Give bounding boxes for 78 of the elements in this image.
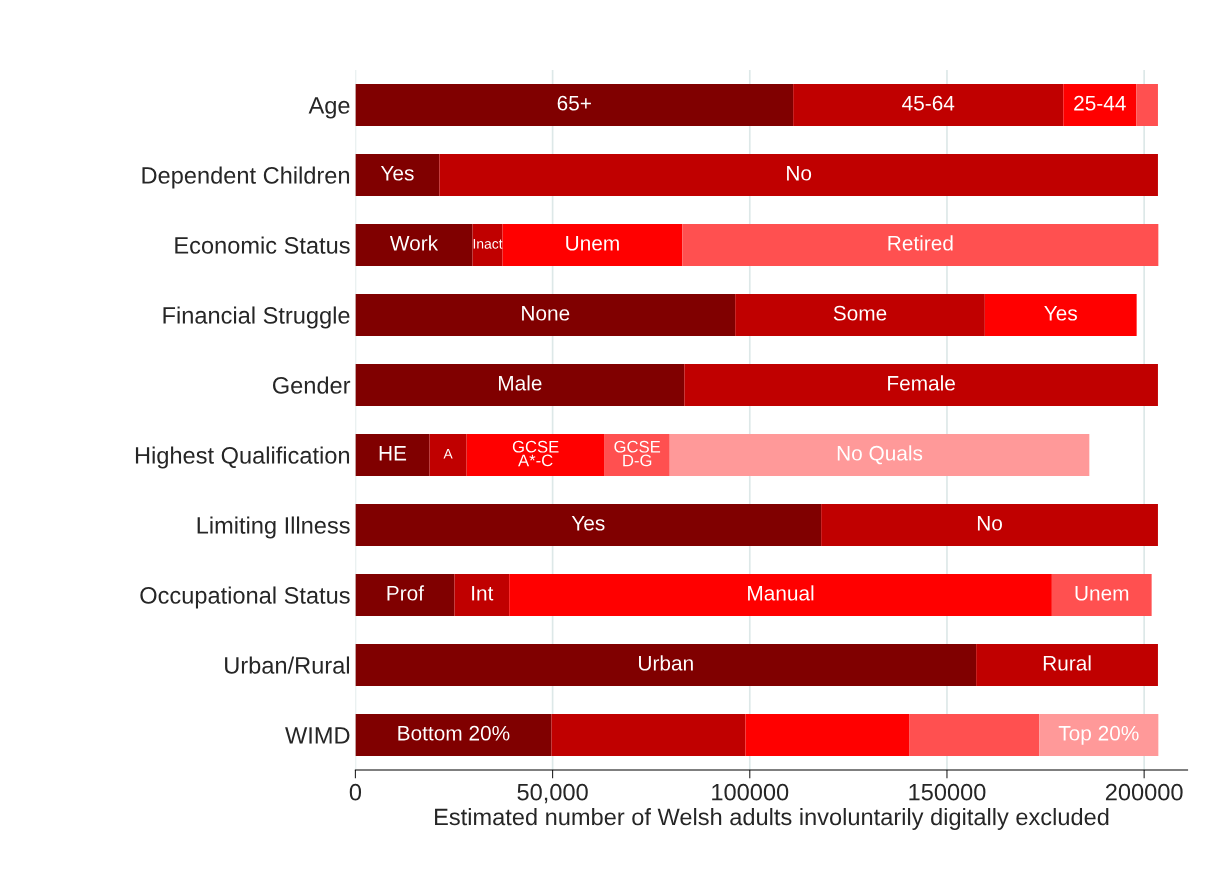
y-tick-label: Gender bbox=[272, 376, 351, 394]
bar bbox=[984, 294, 1137, 336]
x-tick-label: 50,000 bbox=[517, 783, 588, 804]
bar bbox=[355, 294, 736, 336]
bar bbox=[509, 574, 1052, 616]
bar bbox=[355, 714, 552, 756]
bar bbox=[604, 434, 670, 476]
y-tick-label: WIMD bbox=[285, 727, 350, 744]
data-label: 25-44 bbox=[1074, 95, 1126, 111]
bar bbox=[909, 714, 1040, 756]
data-label: Yes bbox=[1044, 306, 1077, 321]
data-label: Unem bbox=[1075, 586, 1129, 601]
bar bbox=[355, 224, 473, 266]
data-label: GCSE A*-C bbox=[512, 440, 559, 467]
bar bbox=[669, 434, 1090, 476]
bar bbox=[745, 714, 910, 756]
data-label: Yes bbox=[380, 166, 414, 181]
bar bbox=[454, 574, 510, 616]
data-label: Inact bbox=[473, 239, 503, 249]
bar bbox=[821, 504, 1158, 546]
bar bbox=[1136, 84, 1158, 126]
data-label: Male bbox=[498, 375, 542, 391]
data-label: Top 20% bbox=[1058, 725, 1139, 745]
bar bbox=[355, 574, 455, 616]
y-tick-label: Urban/Rural bbox=[225, 656, 349, 674]
data-label: 65+ bbox=[557, 95, 591, 111]
y-tick-label: Economic Status bbox=[175, 236, 350, 254]
data-label: Rural bbox=[1043, 655, 1091, 671]
bar bbox=[1051, 574, 1152, 616]
data-label: No Quals bbox=[837, 445, 923, 465]
bar bbox=[682, 224, 1159, 266]
x-tick-label: 100000 bbox=[712, 783, 789, 801]
data-label: Bottom 20% bbox=[398, 725, 510, 741]
data-label: No bbox=[787, 166, 812, 181]
bar bbox=[1063, 84, 1137, 126]
bar bbox=[472, 224, 503, 266]
data-label: 45-64 bbox=[902, 95, 955, 111]
bar bbox=[355, 504, 822, 546]
data-label: Int bbox=[472, 586, 494, 601]
bar bbox=[684, 364, 1158, 406]
bar bbox=[355, 84, 794, 126]
x-axis-title: Estimated number of Welsh adults involuntarily digitally excluded bbox=[435, 807, 1109, 830]
data-label: Unem bbox=[566, 236, 619, 251]
x-tick-label: 0 bbox=[349, 783, 362, 801]
bar bbox=[976, 644, 1158, 686]
data-label: Prof bbox=[387, 585, 425, 601]
data-label: Urban bbox=[639, 655, 693, 671]
y-tick-label: Financial Struggle bbox=[163, 306, 350, 329]
y-tick-label: Highest Qualification bbox=[135, 446, 350, 469]
bar bbox=[793, 84, 1064, 126]
bar bbox=[466, 434, 605, 476]
bar bbox=[355, 644, 977, 686]
data-label: Female bbox=[888, 375, 955, 391]
bar bbox=[1039, 714, 1159, 756]
bar bbox=[355, 434, 430, 476]
bar bbox=[735, 294, 985, 336]
bar bbox=[355, 154, 440, 196]
bar bbox=[502, 224, 683, 266]
y-tick-label: Occupational Status bbox=[140, 586, 350, 609]
bar bbox=[439, 154, 1158, 196]
x-tick-label: 150000 bbox=[909, 783, 986, 801]
bar bbox=[355, 364, 685, 406]
data-label: HE bbox=[379, 446, 407, 461]
data-label: No bbox=[977, 516, 1002, 531]
bar bbox=[429, 434, 467, 476]
data-label: Yes bbox=[571, 516, 605, 531]
y-tick-label: Dependent Children bbox=[142, 166, 350, 189]
y-tick-label: Limiting Illness bbox=[197, 516, 350, 539]
data-label: Retired bbox=[888, 235, 953, 251]
data-label: None bbox=[522, 306, 570, 321]
data-label: Some bbox=[833, 305, 887, 321]
bar bbox=[551, 714, 746, 756]
y-tick-label: Age bbox=[308, 97, 350, 119]
data-label: Work bbox=[389, 235, 439, 251]
data-label: A bbox=[443, 449, 453, 459]
x-tick-label: 200000 bbox=[1105, 783, 1183, 801]
data-label: Manual bbox=[748, 585, 814, 601]
data-label: GCSE D-G bbox=[614, 440, 661, 467]
